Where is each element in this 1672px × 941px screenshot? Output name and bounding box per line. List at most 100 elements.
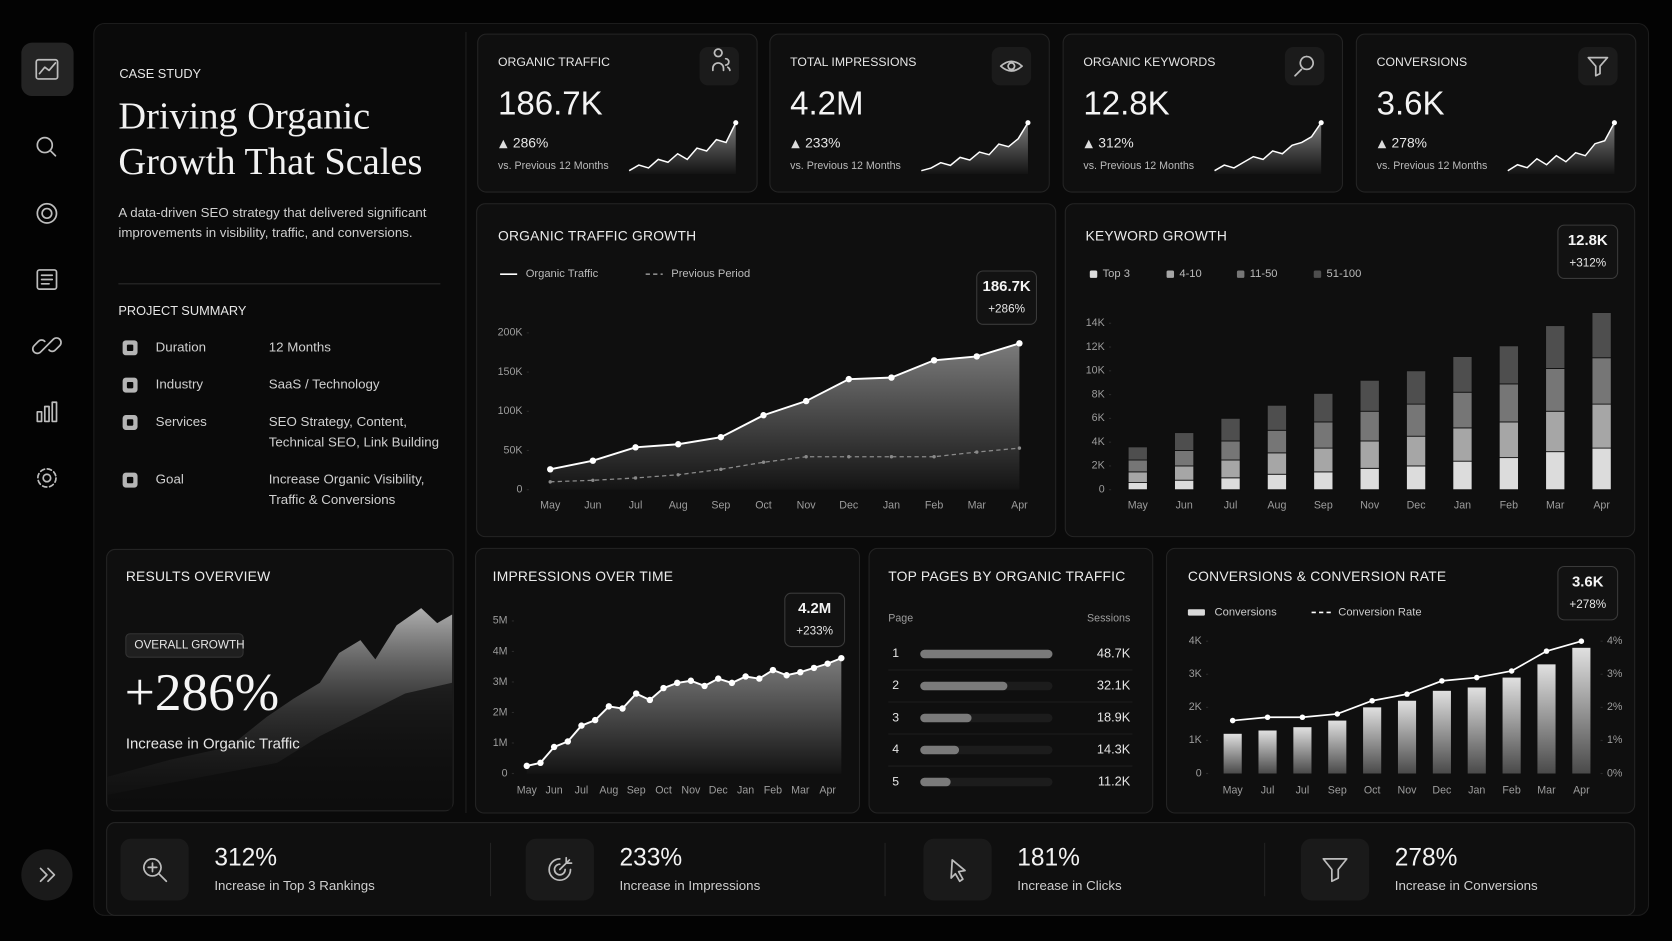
value-label: 48.7K [1097,645,1131,660]
point [523,762,530,770]
x-tick-label: Jan [1454,500,1471,512]
x-tick-label: Aug [1267,500,1286,512]
legend-label: 51-100 [1327,268,1362,280]
point [838,654,845,662]
change-arrow [1377,139,1387,149]
x-tick-label: May [540,500,561,512]
point [1508,668,1515,674]
kpi-change: 233% [805,135,840,151]
nav-icon[interactable] [36,401,58,423]
nav-icon[interactable] [36,202,58,224]
x-tick-label: Mar [968,500,987,512]
x-tick-label: Feb [1500,500,1518,512]
x-tick-label: Oct [755,500,772,512]
bar-segment [1498,383,1519,423]
summary-icon-detail [126,381,134,389]
kpi-note: vs. Previous 12 Months [498,160,609,172]
bar-segment [1545,451,1566,491]
point [1017,446,1022,450]
y-tick-label: 10K [1086,365,1105,377]
y-tick-label: 4K [1189,635,1202,647]
bar-segment [1266,429,1287,454]
sparkline-area [629,122,736,174]
bar-segment [1313,447,1334,473]
legend-label: Conversion Rate [1338,606,1421,618]
point [1578,638,1585,644]
keyword-panel [1064,203,1636,538]
bar-segment [1313,392,1334,423]
bar [920,777,951,787]
bar-segment [1359,440,1380,469]
y-tick-label: 150K [498,366,523,378]
point [728,679,736,687]
point [1016,340,1023,347]
legend-label: Organic Traffic [526,268,599,280]
kpi-note: vs. Previous 12 Months [790,160,901,172]
bar-segment [1266,473,1287,491]
callout-box [1557,565,1619,621]
y-tick-label: 4M [493,645,508,657]
x-tick-label: Feb [1502,784,1520,796]
kpi-value: 186.7K [498,85,603,122]
stat-caption: Increase in Clicks [1017,878,1122,893]
x-tick-label: Apr [1593,500,1610,512]
x-tick-label: Sep [711,500,730,512]
y-tick-label: 100K [498,405,523,417]
x-tick-label: May [517,784,538,796]
rank: 2 [892,678,899,692]
point [1473,674,1480,681]
sparkline [628,122,737,172]
kpi-icon-box [1578,46,1618,86]
bar-segment [1359,379,1380,412]
nav-icon[interactable] [35,58,59,80]
y-tick-label: 5M [493,615,508,627]
nav-icon[interactable] [36,136,57,157]
nav-icon[interactable] [37,468,57,488]
point [742,673,749,680]
nav-icon[interactable] [36,269,58,290]
summary-label: Duration [156,339,206,354]
point [548,480,552,484]
legend-swatch [1166,270,1175,278]
bar-segment [1498,421,1519,459]
bar [1328,720,1347,774]
bar-segment [1174,450,1195,467]
stat-icon-box [120,838,189,901]
y-tick-label: 2K [1189,701,1202,713]
value-label: 14.3K [1097,741,1131,756]
x-tick-label: Jun [584,500,601,512]
callout-value: 186.7K [983,278,1031,295]
stat-icon [548,856,573,882]
x-tick-label: Jun [546,784,563,796]
bar-segment [1266,452,1287,475]
stat-value: 278% [1395,844,1458,871]
stat-icon [143,857,168,883]
point [701,682,708,690]
point [804,455,808,459]
results-title: RESULTS OVERVIEW [126,568,271,584]
chart-title: IMPRESSIONS OVER TIME [493,568,674,584]
sparkline-end [1318,120,1324,126]
stat-value: 312% [214,844,277,871]
x-tick-label: Dec [1407,500,1427,512]
x-tick-label: May [1128,500,1149,512]
point [578,722,585,729]
bar-segment [1452,427,1473,462]
summary-icon-detail [126,344,134,352]
bar-segment [1591,357,1612,405]
badge [125,633,244,658]
nav-icon[interactable] [31,337,62,355]
point [619,705,626,712]
summary-heading: PROJECT SUMMARY [118,303,247,318]
x-tick-label: Nov [797,500,817,512]
sparkline [1507,122,1616,172]
bar-segment [1545,368,1566,412]
kpi-label: CONVERSIONS [1377,55,1468,69]
legend-label: Previous Period [671,268,750,280]
value-label: 11.2K [1098,773,1131,788]
x-tick-label: Jan [737,784,754,796]
summary-value: SaaS / Technology [269,377,380,392]
summary-value: Increase Organic Visibility, [269,472,425,487]
sparkline-area [1214,122,1322,174]
legend-label: Conversions [1215,606,1278,618]
